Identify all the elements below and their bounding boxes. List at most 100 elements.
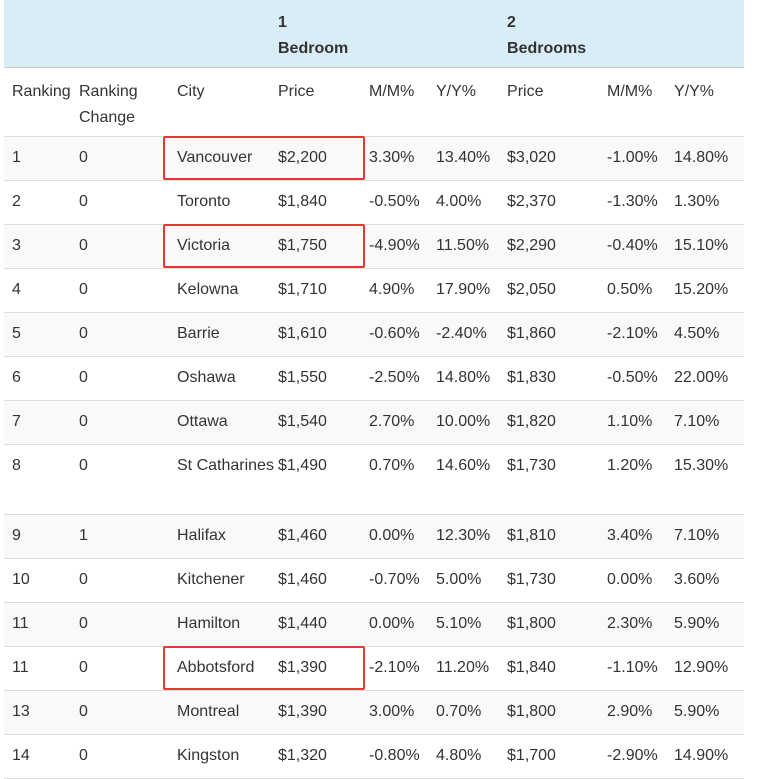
ranking-change-cell: 0 [79,136,177,181]
two-bed-yy-cell: 14.90% [674,734,745,779]
group-header-line: Bedroom [278,40,349,57]
two-bed-mm-cell: 2.90% [607,690,675,735]
city-cell: Oshawa [177,356,278,401]
rank-cell: 4 [4,268,79,313]
one-bed-mm-cell: -2.50% [369,356,436,401]
ranking-change-cell: 0 [79,602,177,647]
two-bed-price-cell: $1,830 [507,356,608,401]
group-header-one-bedroom: 1 Bedroom [278,0,508,68]
one-bed-price-cell: $1,320 [278,734,369,779]
two-bed-mm-cell: 3.40% [607,514,675,559]
one-bed-yy-cell: 14.80% [436,356,508,401]
two-bed-yy-cell: 3.60% [674,558,745,603]
one-bed-mm-cell: 4.90% [369,268,436,313]
two-bed-mm-cell: -1.00% [607,136,675,181]
city-cell: Barrie [177,312,278,357]
table-row: 4 0 Kelowna $1,710 4.90% 17.90% $2,050 0.50% 15.… [4,268,745,313]
ranking-change-cell: 0 [79,558,177,603]
group-header-line: 2 [507,14,516,31]
column-header: Price [507,67,608,137]
group-header-two-bedrooms: 2 Bedrooms [507,0,745,68]
rank-cell: 1 [4,136,79,181]
city-cell: Montreal [177,690,278,735]
table-row: 6 0 Oshawa $1,550 -2.50% 14.80% $1,830 -0.50% 22… [4,356,745,401]
one-bed-yy-cell: 0.70% [436,690,508,735]
two-bed-mm-cell: -0.50% [607,356,675,401]
city-cell: Kelowna [177,268,278,313]
two-bed-price-cell: $2,290 [507,224,608,269]
city-cell: Abbotsford [177,646,278,691]
rent-table-container: 1 Bedroom 2 Bedrooms Ranking Ranking Cha… [4,0,745,779]
rank-cell: 11 [4,602,79,647]
one-bed-mm-cell: 0.70% [369,444,436,515]
one-bed-price-cell: $1,390 [278,646,369,691]
group-header-row: 1 Bedroom 2 Bedrooms [4,0,745,68]
one-bed-mm-cell: 3.00% [369,690,436,735]
two-bed-yy-cell: 15.10% [674,224,745,269]
column-header: M/M% [607,67,675,137]
one-bed-price-cell: $1,750 [278,224,369,269]
rank-cell: 2 [4,180,79,225]
rank-cell: 8 [4,444,79,515]
city-cell: Vancouver [177,136,278,181]
two-bed-price-cell: $2,050 [507,268,608,313]
one-bed-mm-cell: -4.90% [369,224,436,269]
one-bed-mm-cell: 0.00% [369,514,436,559]
table-body: 1 0 Vancouver $2,200 3.30% 13.40% $3,020 -1.00%… [4,136,745,779]
ranking-change-cell: 0 [79,312,177,357]
one-bed-mm-cell: -0.60% [369,312,436,357]
two-bed-price-cell: $1,820 [507,400,608,445]
table-row: 8 0 St Catharines $1,490 0.70% 14.60% $1,730 1.… [4,444,745,515]
table-row: 1 0 Vancouver $2,200 3.30% 13.40% $3,020 -1.00%… [4,136,745,181]
ranking-change-cell: 0 [79,646,177,691]
ranking-change-cell: 1 [79,514,177,559]
one-bed-yy-cell: 17.90% [436,268,508,313]
two-bed-price-cell: $1,700 [507,734,608,779]
ranking-change-cell: 0 [79,356,177,401]
city-cell: Hamilton [177,602,278,647]
two-bed-price-cell: $2,370 [507,180,608,225]
two-bed-mm-cell: -1.10% [607,646,675,691]
one-bed-mm-cell: 2.70% [369,400,436,445]
ranking-change-cell: 0 [79,400,177,445]
one-bed-mm-cell: -0.80% [369,734,436,779]
one-bed-price-cell: $1,710 [278,268,369,313]
column-header: Ranking Change [79,67,177,137]
table-row: 9 1 Halifax $1,460 0.00% 12.30% $1,810 3.40% 7.1… [4,514,745,559]
one-bed-yy-cell: 13.40% [436,136,508,181]
one-bed-price-cell: $1,390 [278,690,369,735]
two-bed-mm-cell: 0.00% [607,558,675,603]
table-row: 3 0 Victoria $1,750 -4.90% 11.50% $2,290 -0.40%… [4,224,745,269]
two-bed-yy-cell: 14.80% [674,136,745,181]
one-bed-mm-cell: -0.50% [369,180,436,225]
city-cell: Kingston [177,734,278,779]
two-bed-mm-cell: -2.90% [607,734,675,779]
two-bed-mm-cell: 2.30% [607,602,675,647]
rank-cell: 13 [4,690,79,735]
group-header-line: Bedrooms [507,40,587,57]
two-bed-price-cell: $1,800 [507,690,608,735]
rank-cell: 9 [4,514,79,559]
two-bed-yy-cell: 4.50% [674,312,745,357]
one-bed-price-cell: $2,200 [278,136,369,181]
city-cell: Victoria [177,224,278,269]
two-bed-price-cell: $1,840 [507,646,608,691]
one-bed-price-cell: $1,460 [278,558,369,603]
one-bed-mm-cell: -0.70% [369,558,436,603]
rank-cell: 10 [4,558,79,603]
column-header: Y/Y% [436,67,508,137]
two-bed-mm-cell: 0.50% [607,268,675,313]
table-row: 11 0 Hamilton $1,440 0.00% 5.10% $1,800 2.30% 5.… [4,602,745,647]
one-bed-price-cell: $1,440 [278,602,369,647]
two-bed-price-cell: $1,730 [507,558,608,603]
rent-ranking-table: 1 Bedroom 2 Bedrooms Ranking Ranking Cha… [4,0,745,779]
one-bed-price-cell: $1,490 [278,444,369,515]
two-bed-yy-cell: 5.90% [674,602,745,647]
two-bed-price-cell: $1,860 [507,312,608,357]
rank-cell: 14 [4,734,79,779]
group-header-blank [4,0,79,68]
one-bed-yy-cell: 4.80% [436,734,508,779]
group-header-line: 1 [278,14,287,31]
ranking-change-cell: 0 [79,690,177,735]
two-bed-price-cell: $1,730 [507,444,608,515]
